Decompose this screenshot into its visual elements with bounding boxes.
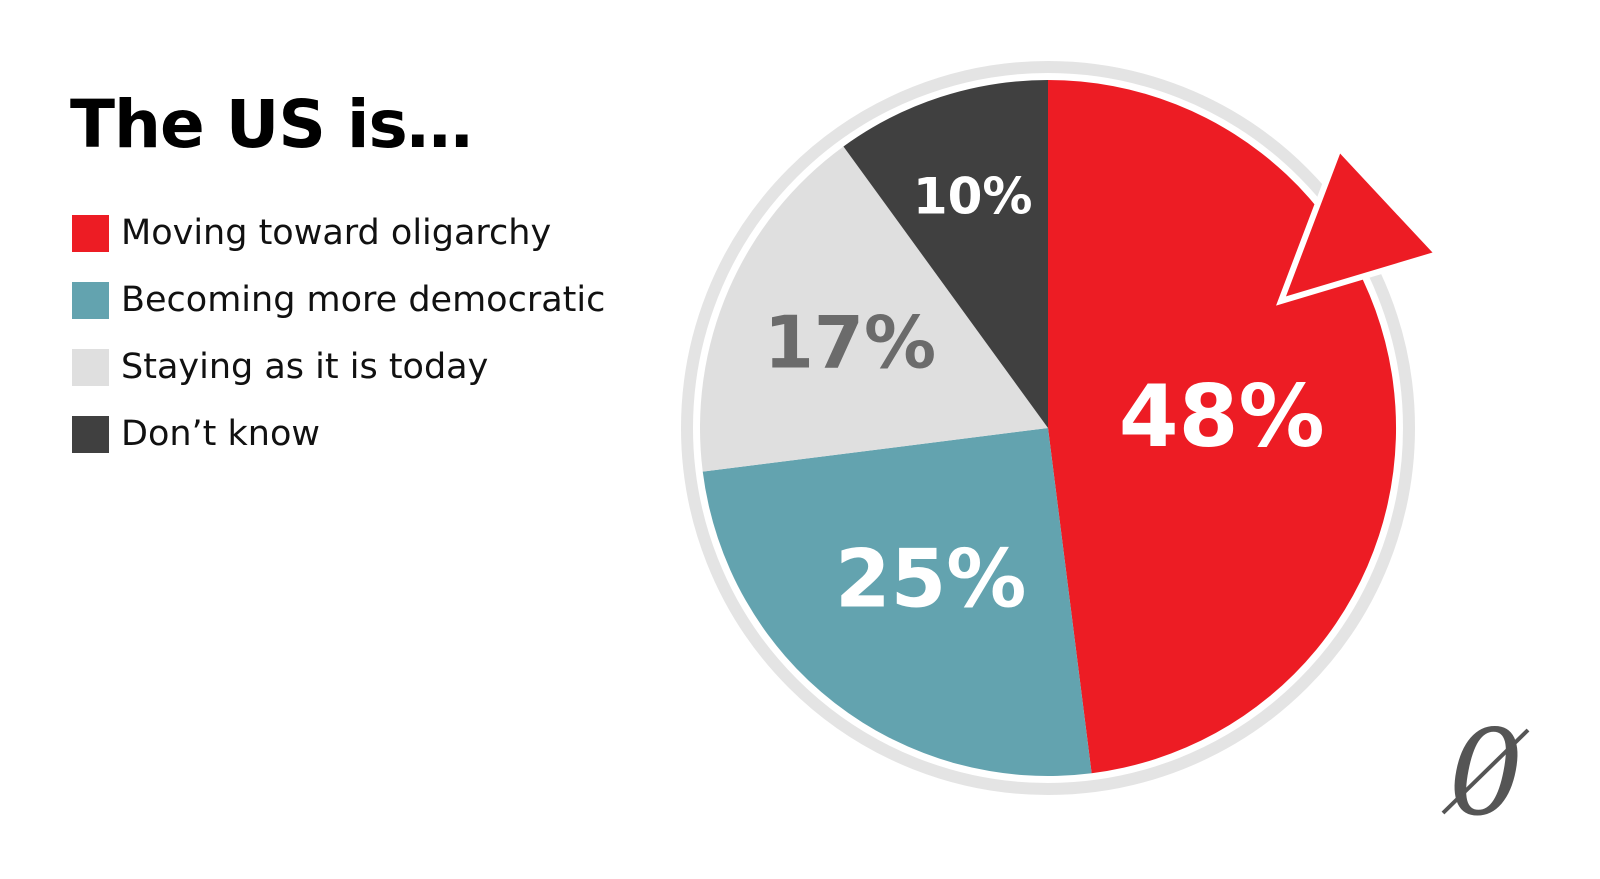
legend-label-oligarchy: Moving toward oligarchy bbox=[121, 213, 552, 253]
legend-label-dont-know: Don’t know bbox=[121, 414, 321, 454]
pie-slice-staying bbox=[699, 146, 1048, 472]
legend-label-staying: Staying as it is today bbox=[121, 347, 489, 387]
slice-label-oligarchy: 48% bbox=[1119, 367, 1325, 467]
legend-swatch-dont-know bbox=[72, 415, 109, 453]
legend-swatch-oligarchy bbox=[72, 214, 109, 252]
slice-label-staying: 17% bbox=[764, 300, 936, 384]
legend-item-oligarchy: Moving toward oligarchy bbox=[72, 213, 605, 253]
slice-label-dont-know: 10% bbox=[913, 167, 1033, 225]
outer-ring bbox=[681, 61, 1415, 795]
clockwise-arrow-icon bbox=[1276, 142, 1444, 306]
chart-title: The US is… bbox=[70, 86, 473, 163]
slice-label-democratic: 25% bbox=[835, 533, 1026, 626]
legend: Moving toward oligarchy Becoming more de… bbox=[72, 213, 606, 482]
publisher-logo: 0 bbox=[1441, 704, 1530, 842]
legend-item-democratic: Becoming more democratic bbox=[72, 280, 606, 320]
pie-slice-dont-know bbox=[843, 80, 1048, 428]
legend-item-staying: Staying as it is today bbox=[72, 347, 605, 387]
legend-item-dont-know: Don’t know bbox=[72, 414, 605, 454]
pie-slice-democratic bbox=[702, 428, 1092, 777]
logo-slash bbox=[1441, 728, 1530, 815]
legend-swatch-staying bbox=[72, 348, 109, 386]
legend-swatch-democratic bbox=[72, 281, 109, 319]
legend-label-democratic: Becoming more democratic bbox=[121, 280, 606, 320]
